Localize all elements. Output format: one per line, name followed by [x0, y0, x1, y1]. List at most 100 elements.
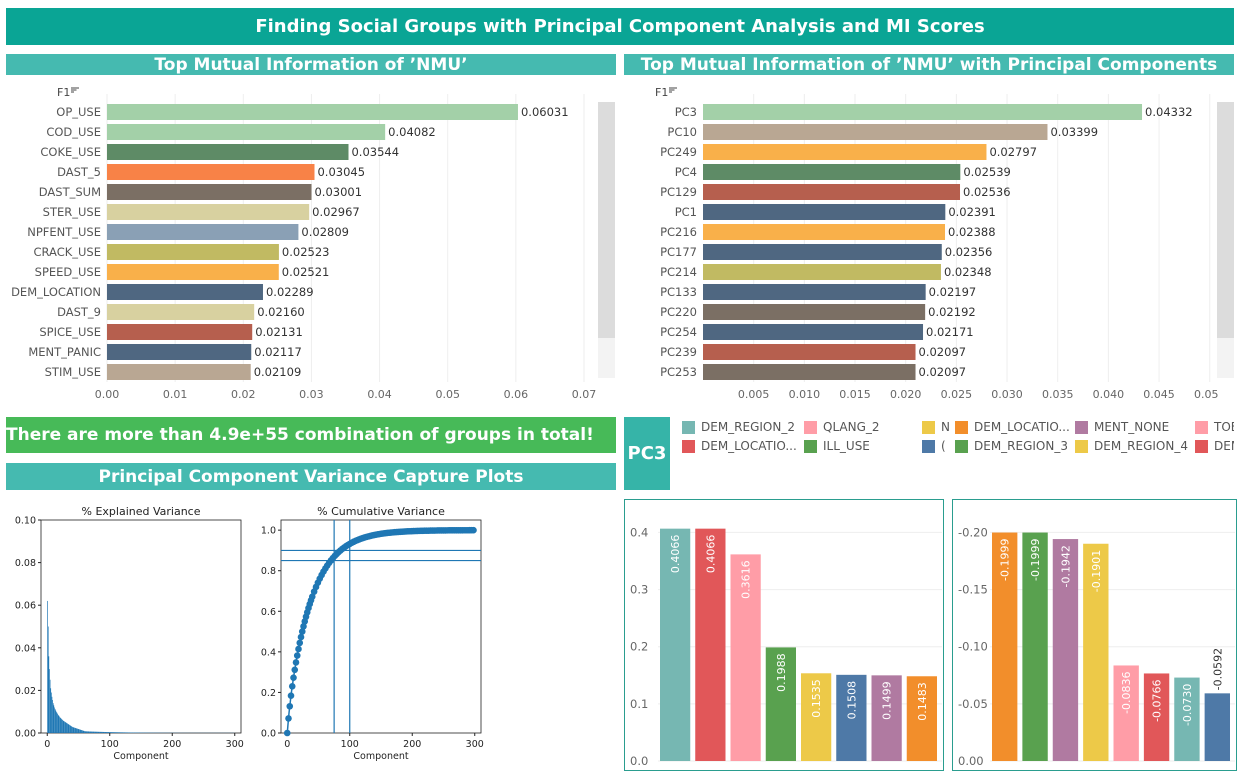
- dashboard-title: Finding Social Groups with Principal Com…: [6, 8, 1234, 45]
- variance-bar: [121, 732, 123, 733]
- bar-category-label: PC254: [660, 325, 697, 339]
- variance-bar: [120, 732, 122, 733]
- bar: [703, 324, 924, 340]
- variance-bar: [56, 711, 57, 733]
- legend-item[interactable]: TOE: [1195, 419, 1234, 435]
- loading-bar: [660, 528, 691, 761]
- bar-value-label: 0.02117: [254, 345, 302, 359]
- variance-bar: [58, 715, 60, 733]
- cumulative-point: [292, 659, 300, 666]
- legend-item[interactable]: DEM_LOCATIO...: [682, 438, 797, 454]
- mi-chart-scrollbar-thumb[interactable]: [598, 102, 615, 338]
- cumulative-point: [470, 526, 477, 534]
- legend-swatch: [682, 439, 695, 453]
- mi-bar-chart[interactable]: 0.00 0.01 0.02 0.03 0.04 0.05 0.06 0.07 F1 OP_USE…: [0, 80, 618, 410]
- variance-bar: [81, 730, 83, 733]
- legend-swatch: [804, 420, 817, 434]
- x-tick-label: 0.010: [789, 388, 821, 401]
- variance-bar: [66, 722, 67, 733]
- legend-item[interactable]: (: [922, 438, 946, 454]
- pc-loadings-legend[interactable]: DEM_REGION_2 QLANG_2 N DEM_LOCATIO... MENT_N…: [682, 418, 1234, 460]
- mi-pc-bar-chart[interactable]: 0.005 0.010 0.015 0.020 0.025 0.030 0.035 0.040…: [618, 80, 1218, 410]
- variance-bar: [79, 729, 81, 733]
- x-tick-label: 0.05: [435, 388, 460, 401]
- legend-item[interactable]: QLANG_2: [804, 419, 880, 435]
- legend-item[interactable]: DEM_REGION_4: [1075, 438, 1188, 454]
- variance-bar: [109, 732, 110, 733]
- bar-value-label: 0.02391: [948, 205, 996, 219]
- bar-value-label: -0.0730: [1181, 684, 1194, 726]
- loading-bar: [1052, 539, 1079, 761]
- variance-bar: [50, 688, 52, 733]
- variance-bar: [84, 731, 85, 733]
- variance-bar: [66, 723, 68, 733]
- bar-category-label: OP_USE: [56, 105, 101, 119]
- variance-bar: [89, 731, 90, 733]
- variance-bar: [74, 727, 76, 733]
- legend-item[interactable]: DEM_REGION_3: [955, 438, 1068, 454]
- x-axis-label: Component: [353, 751, 408, 762]
- x-tick-label: 0.01: [163, 388, 188, 401]
- bar-value-label: 0.04332: [1145, 105, 1193, 119]
- mi-pc-chart-scrollbar-thumb[interactable]: [1217, 102, 1234, 338]
- pc3-positive-loadings-chart[interactable]: 0.0 0.1 0.2 0.3 0.4 0.4066 0.4066 0.3616 0.1988 0…: [624, 499, 944, 771]
- cumulative-point: [285, 715, 292, 722]
- bar: [107, 364, 251, 380]
- bar-category-label: CRACK_USE: [33, 245, 101, 259]
- variance-bar: [71, 726, 73, 733]
- bar: [703, 304, 926, 320]
- bar: [107, 124, 386, 140]
- legend-item[interactable]: DEM_REGION_2: [682, 419, 795, 435]
- legend-label: DEM_REGION_2: [701, 420, 795, 434]
- pc3-negative-loadings-chart[interactable]: -0.20 -0.15 -0.10 -0.05 0.00 -0.1999 -0.1999 -0…: [952, 499, 1237, 771]
- variance-bar: [62, 720, 64, 733]
- legend-item[interactable]: ILL_USE: [804, 438, 870, 454]
- x-tick-label: 100: [341, 739, 359, 750]
- bar-category-label: PC4: [675, 165, 697, 179]
- variance-bar: [119, 732, 120, 733]
- legend-swatch: [1195, 420, 1208, 434]
- variance-bar: [101, 731, 103, 733]
- legend-item[interactable]: MENT_NONE: [1075, 419, 1169, 435]
- bar-value-label: 0.02197: [929, 285, 977, 299]
- section-title-top-mi-pc: Top Mutual Information of ’NMU’ with Pri…: [624, 54, 1234, 75]
- bar-category-label: PC133: [660, 285, 697, 299]
- bar: [107, 244, 279, 260]
- x-tick-label: 300: [466, 739, 484, 750]
- mi-pc-chart-scrollbar[interactable]: [1217, 102, 1234, 378]
- bar: [703, 244, 942, 260]
- bar-value-label: 0.02289: [266, 285, 314, 299]
- cumulative-point: [293, 652, 301, 659]
- variance-bar: [54, 708, 56, 733]
- bar-value-label: 0.04082: [388, 125, 436, 139]
- variance-bar: [130, 732, 132, 733]
- variance-bar: [111, 732, 112, 733]
- bar-category-label: SPICE_USE: [39, 325, 101, 339]
- variance-bar: [114, 732, 115, 733]
- bar: [107, 264, 279, 280]
- legend-item[interactable]: DEM_LOCATIO...: [955, 419, 1070, 435]
- cumulative-point: [283, 729, 291, 737]
- bar-category-label: STER_USE: [43, 205, 101, 219]
- variance-bar: [78, 729, 80, 733]
- variance-bar: [74, 727, 75, 733]
- variance-bar: [59, 716, 60, 733]
- variance-bar: [104, 731, 105, 733]
- x-axis-label: Component: [113, 751, 168, 762]
- bar: [107, 284, 263, 300]
- bar-category-label: DAST_9: [57, 305, 101, 319]
- loading-bar: [801, 673, 832, 761]
- plot-title: % Explained Variance: [82, 505, 201, 518]
- bar: [703, 204, 946, 220]
- legend-item[interactable]: N: [922, 419, 950, 435]
- bar: [703, 264, 941, 280]
- y-tick-label: 0.2: [261, 688, 276, 699]
- mi-chart-scrollbar[interactable]: [598, 102, 615, 378]
- variance-bar: [124, 732, 126, 733]
- variance-bar: [52, 703, 54, 733]
- bar-value-label: 0.1499: [881, 681, 894, 720]
- bar: [107, 164, 315, 180]
- variance-bar: [56, 712, 58, 733]
- variance-bar: [57, 714, 59, 733]
- legend-item[interactable]: DEM: [1195, 438, 1234, 454]
